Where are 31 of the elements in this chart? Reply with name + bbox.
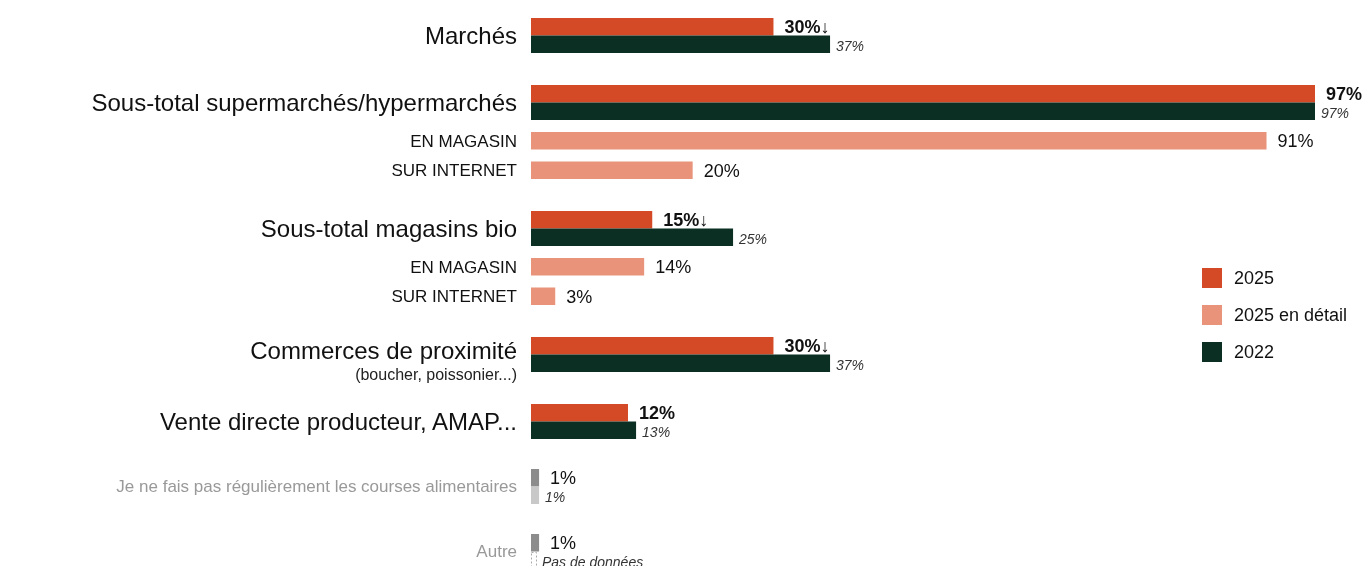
data-label: 15%↓ bbox=[663, 210, 709, 231]
data-label: 30%↓ bbox=[784, 17, 830, 38]
y-tick-label: Marchés bbox=[424, 21, 517, 49]
legend-label: 2022 bbox=[1234, 342, 1275, 363]
data-label: 97% bbox=[1326, 84, 1363, 105]
y-tick-label: EN MAGASIN bbox=[410, 131, 517, 151]
data-label: 12% bbox=[638, 403, 676, 424]
y-tick-label: Vente directe producteur, AMAP... bbox=[159, 407, 517, 435]
y-tick-label: EN MAGASIN bbox=[410, 257, 517, 277]
data-label: 14% bbox=[655, 257, 692, 278]
y-tick-label: SUR INTERNET bbox=[391, 161, 517, 181]
data-label: 91% bbox=[1277, 131, 1314, 152]
y-tick-label: Sous-total magasins bio bbox=[260, 214, 517, 242]
data-label: 1% bbox=[545, 489, 566, 506]
data-label: 37% bbox=[836, 357, 865, 374]
y-tick-label: Autre bbox=[476, 542, 517, 562]
data-label: 20% bbox=[703, 160, 740, 181]
data-label: 1% bbox=[550, 468, 577, 489]
data-label: 37% bbox=[836, 38, 865, 55]
y-tick-label: Je ne fais pas régulièrement les courses alimentaires bbox=[116, 477, 517, 497]
data-label: 30%↓ bbox=[784, 336, 830, 357]
legend-label: 2025 bbox=[1234, 268, 1275, 289]
data-label: 1% bbox=[550, 533, 577, 554]
data-label: 3% bbox=[566, 286, 593, 307]
legend-label: 2025 en détail bbox=[1234, 305, 1348, 326]
y-tick-label: Commerces de proximité (boucher, poissonier...) bbox=[250, 336, 517, 384]
y-tick-label: Sous-total supermarchés/hypermarchés bbox=[91, 88, 517, 116]
data-label: 97% bbox=[1321, 105, 1350, 122]
data-label: 13% bbox=[642, 424, 671, 441]
y-tick-label: SUR INTERNET bbox=[391, 287, 517, 307]
data-label: 25% bbox=[738, 231, 768, 248]
